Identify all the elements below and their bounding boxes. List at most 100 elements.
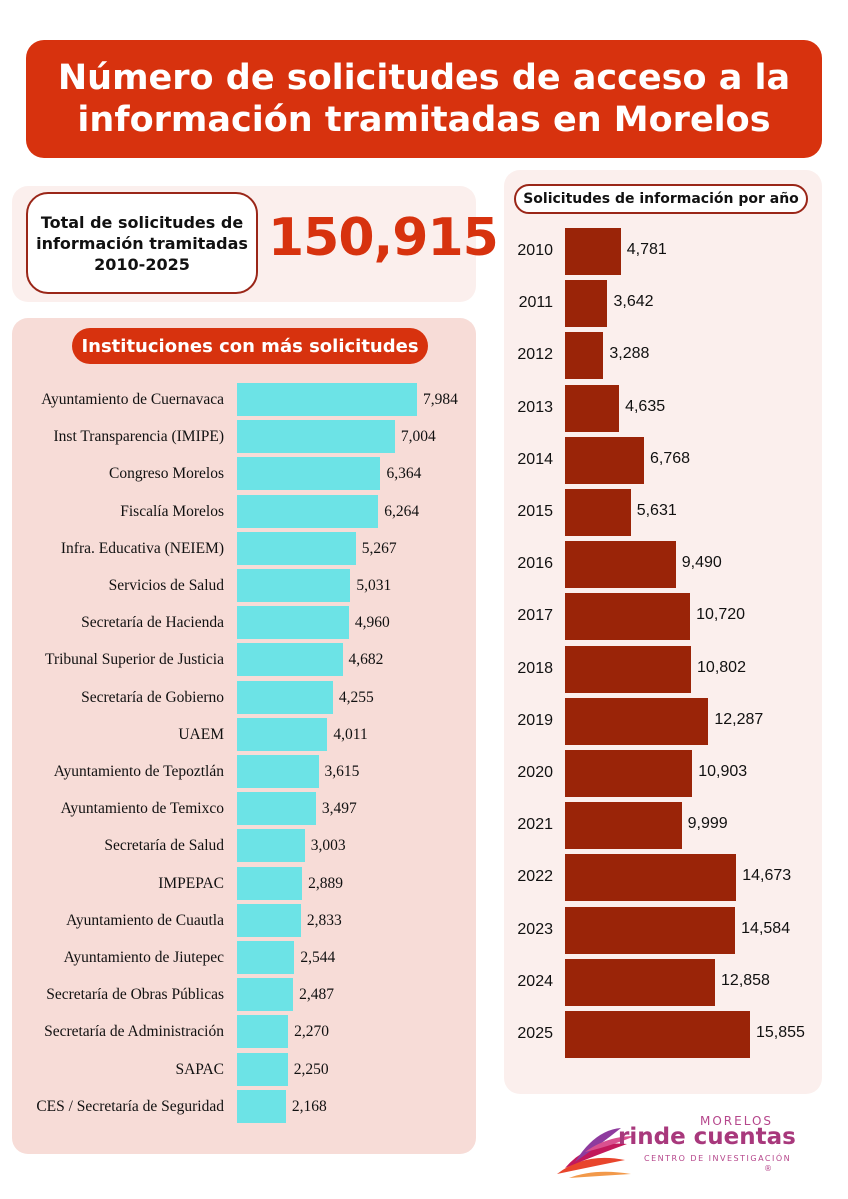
year-bar	[565, 489, 631, 536]
years-chart-title: Solicitudes de información por año	[514, 184, 808, 214]
institution-bar	[237, 606, 349, 640]
institution-bar	[237, 1089, 286, 1123]
institution-label: Fiscalía Morelos	[120, 502, 224, 520]
logo-registered-mark: ®	[764, 1164, 772, 1173]
institution-label: Secretaría de Hacienda	[81, 614, 224, 632]
year-label: 2015	[517, 503, 553, 520]
institution-label: Inst Transparencia (IMIPE)	[53, 428, 224, 446]
year-value-label: 10,802	[697, 658, 746, 676]
institution-bar	[237, 383, 417, 416]
institution-label: CES / Secretaría de Seguridad	[36, 1097, 224, 1115]
institution-bar	[237, 755, 319, 788]
institution-bar	[237, 494, 379, 528]
logo-leaves-icon	[557, 1128, 635, 1178]
year-value-label: 6,768	[649, 449, 691, 467]
year-bar	[565, 750, 693, 797]
institution-value-label: 2,889	[308, 874, 343, 892]
institution-bar	[237, 978, 294, 1012]
year-label: 2020	[517, 764, 553, 781]
year-label: 2021	[517, 816, 553, 834]
total-label: Total de solicitudes de información tram…	[26, 192, 258, 294]
year-value-label: 14,673	[742, 867, 792, 885]
year-bar	[565, 280, 608, 328]
institution-value-label: 4,682	[348, 651, 384, 669]
institution-label: Ayuntamiento de Tepoztlán	[53, 763, 224, 780]
institution-value-label: 2,487	[299, 986, 334, 1004]
institution-label: Ayuntamiento de Jiutepec	[63, 949, 224, 966]
institution-value-label: 4,255	[338, 688, 374, 706]
year-bar	[565, 802, 682, 850]
institution-label: Secretaría de Salud	[104, 837, 224, 855]
year-bar	[565, 593, 691, 641]
institution-bar	[237, 903, 301, 937]
year-label: 2016	[517, 555, 553, 573]
logo-main-text: rinde cuentas	[618, 1124, 796, 1150]
year-bar	[565, 228, 621, 275]
institution-bar	[237, 792, 316, 826]
year-bar	[565, 1011, 750, 1058]
page-title: Número de solicitudes de acceso a la inf…	[57, 58, 791, 140]
institution-label: Secretaría de Gobierno	[81, 688, 224, 706]
year-label: 2011	[518, 294, 553, 312]
year-bar	[565, 697, 709, 745]
year-value-label: 3,288	[609, 345, 650, 363]
year-bar	[565, 906, 736, 954]
year-label: 2010	[517, 242, 553, 259]
institution-value-label: 2,250	[293, 1060, 329, 1078]
institution-value-label: 4,960	[354, 614, 390, 632]
institution-bar	[237, 1052, 288, 1086]
year-label: 2022	[517, 868, 553, 886]
institution-bar	[237, 643, 343, 677]
institution-label: Servicios de Salud	[108, 577, 224, 594]
institution-label: Ayuntamiento de Temixco	[60, 800, 224, 818]
institution-bar	[237, 531, 356, 565]
year-label: 2024	[517, 972, 553, 990]
total-panel: Total de solicitudes de información tram…	[12, 186, 499, 302]
year-value-label: 12,287	[714, 710, 764, 728]
year-value-label: 4,635	[625, 397, 666, 415]
year-label: 2018	[517, 659, 553, 677]
year-value-label: 3,642	[613, 293, 654, 311]
year-bar	[565, 958, 716, 1006]
institution-bar	[237, 941, 295, 974]
institution-bar	[237, 829, 305, 863]
institution-value-label: 2,270	[294, 1023, 330, 1041]
year-bar	[565, 436, 644, 484]
institution-label: UAEM	[178, 725, 224, 743]
year-value-label: 9,490	[681, 554, 722, 572]
year-value-label: 12,858	[721, 971, 770, 989]
year-value-label: 15,855	[756, 1024, 805, 1041]
year-label: 2014	[517, 450, 553, 468]
year-bar	[565, 645, 692, 693]
institution-value-label: 5,031	[356, 577, 392, 594]
institution-value-label: 3,615	[324, 763, 360, 780]
year-label: 2023	[517, 920, 553, 938]
title-banner: Número de solicitudes de acceso a la inf…	[26, 40, 822, 158]
institution-bar	[237, 1015, 289, 1049]
institution-value-label: 6,364	[386, 465, 422, 483]
institution-label: Tribunal Superior de Justicia	[45, 651, 224, 669]
institution-value-label: 4,011	[333, 725, 368, 743]
year-bar	[565, 332, 604, 380]
institution-bar	[237, 866, 303, 900]
institution-label: IMPEPAC	[158, 874, 224, 892]
year-label: 2017	[517, 607, 553, 625]
institution-value-label: 2,168	[291, 1097, 327, 1115]
year-label: 2019	[517, 711, 553, 729]
year-value-label: 14,584	[741, 919, 791, 937]
institution-label: SAPAC	[175, 1060, 224, 1078]
year-value-label: 5,631	[636, 502, 677, 519]
logo-top-text: MORELOS	[700, 1114, 774, 1128]
institution-label: Secretaría de Obras Públicas	[46, 986, 224, 1004]
year-bar	[565, 384, 620, 432]
total-value: 150,915	[268, 208, 499, 268]
year-value-label: 10,903	[698, 763, 748, 780]
institution-bar	[237, 420, 395, 454]
year-bar	[565, 541, 676, 589]
year-label: 2012	[517, 346, 553, 364]
institution-value-label: 2,544	[300, 949, 336, 966]
institution-value-label: 5,267	[361, 539, 397, 557]
institution-label: Ayuntamiento de Cuernavaca	[41, 391, 224, 408]
institution-value-label: 3,497	[321, 800, 357, 818]
institution-bar	[237, 569, 351, 602]
